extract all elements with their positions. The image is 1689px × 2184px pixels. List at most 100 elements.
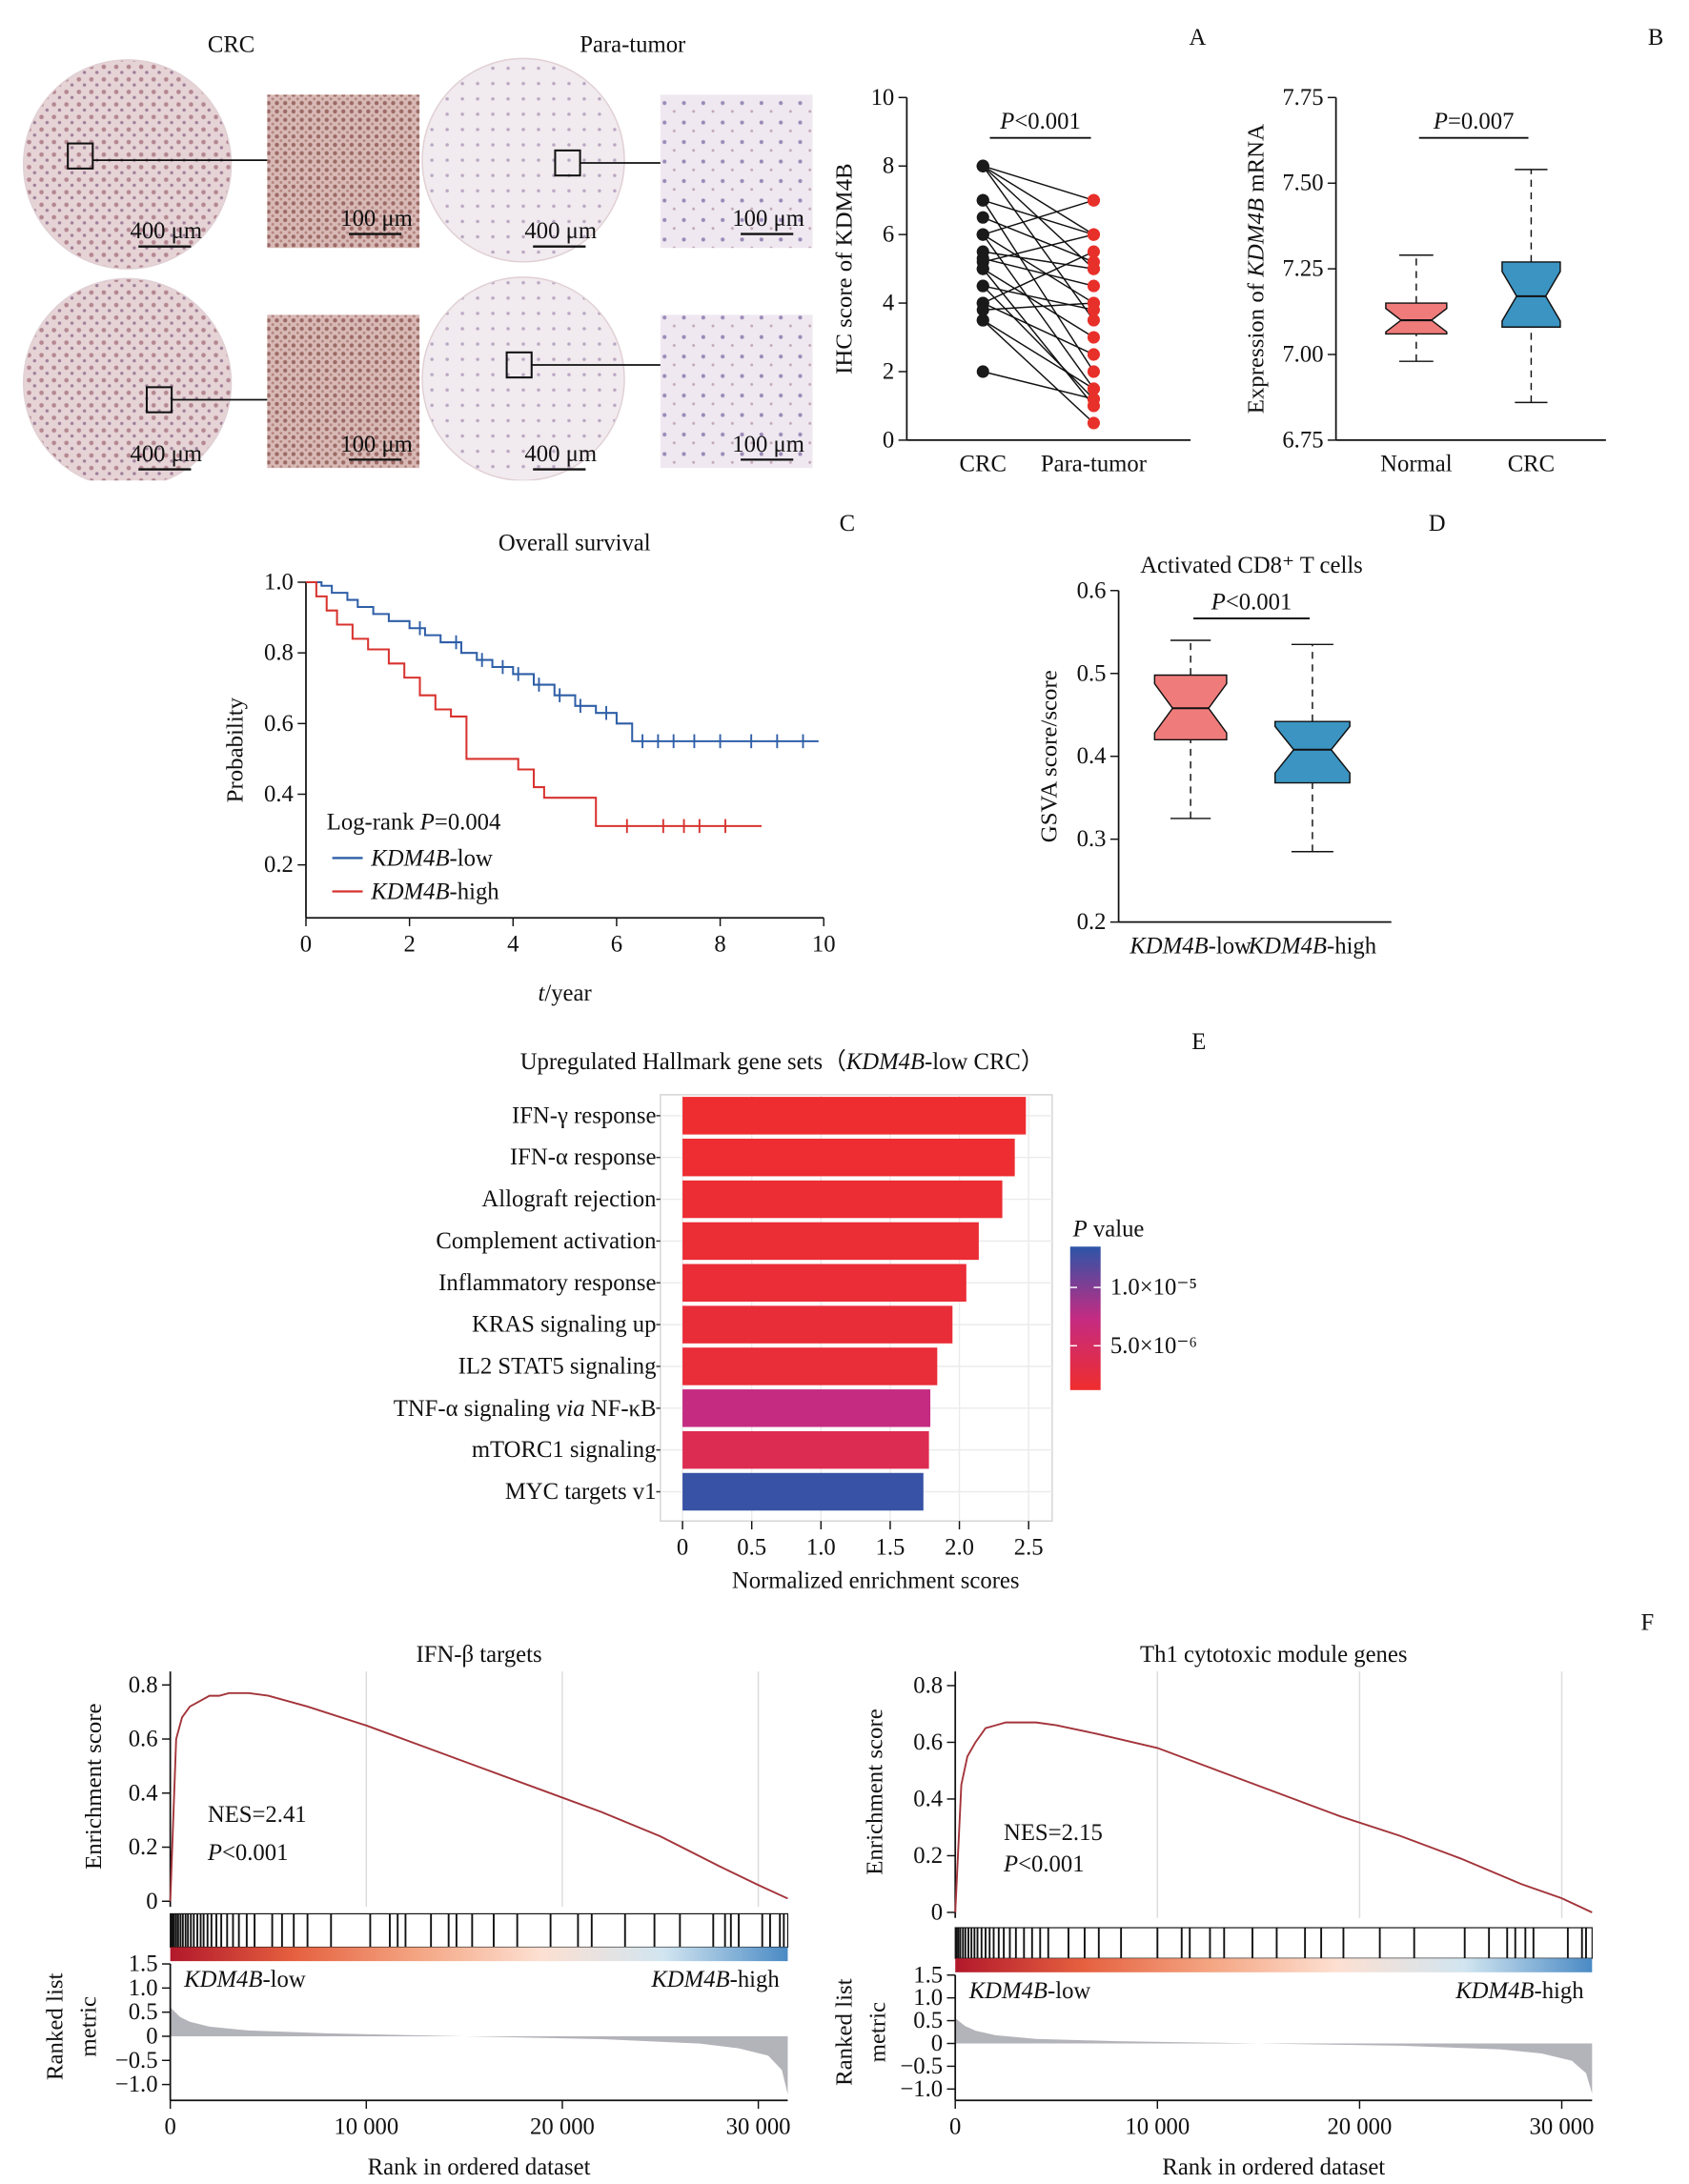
pair-line bbox=[983, 285, 1094, 311]
x-tick-label: CRC bbox=[960, 451, 1007, 476]
rank-low-label-part: KDM4B bbox=[968, 1977, 1048, 2003]
tissue-zoom bbox=[267, 314, 420, 469]
significance-label: P=0.007 bbox=[1433, 109, 1515, 134]
pair-line bbox=[982, 268, 1095, 407]
rank-low-label-part: -low bbox=[1048, 1977, 1090, 2003]
pair-line bbox=[982, 216, 1094, 263]
annotation-part: P bbox=[207, 1840, 222, 1866]
zoom-box bbox=[67, 142, 94, 170]
histology-column-title: CRC bbox=[208, 31, 254, 57]
panel-label: E bbox=[1191, 1029, 1206, 1055]
y-tick-label: 4 bbox=[883, 291, 894, 316]
pair-point bbox=[1087, 279, 1100, 293]
y-axis-label-part: mRNA bbox=[1243, 124, 1269, 198]
significance-label-part: <0.001 bbox=[1226, 589, 1292, 615]
pair-point bbox=[976, 193, 989, 207]
y-tick-label: −1.0 bbox=[900, 2076, 943, 2102]
annotation-part: P bbox=[419, 809, 435, 835]
y-tick-label: 0.8 bbox=[264, 640, 294, 666]
pair-line bbox=[983, 199, 1094, 235]
chart-title: IFN-β targets bbox=[417, 1642, 542, 1668]
scale-bar-label: 100 μm bbox=[732, 206, 804, 232]
x-tick-label: 30 000 bbox=[1530, 2114, 1595, 2140]
bar bbox=[682, 1389, 931, 1427]
tissue-zoom bbox=[660, 94, 813, 249]
y-tick-label: 0.5 bbox=[1077, 660, 1107, 686]
y-tick-label: 6.75 bbox=[1282, 427, 1323, 453]
rank-high-label-part: -high bbox=[730, 1967, 781, 1992]
pair-line bbox=[982, 302, 1094, 355]
panel-label: C bbox=[840, 511, 855, 536]
histology bbox=[22, 57, 813, 481]
x-tick-label: Para-tumor bbox=[1041, 451, 1148, 476]
pair-line bbox=[983, 302, 1094, 311]
x-axis-label-part: /year bbox=[544, 981, 592, 1006]
x-tick-label: 20 000 bbox=[530, 2114, 595, 2140]
x-tick-label: 10 000 bbox=[334, 2114, 398, 2140]
rank-high-label: KDM4B-high bbox=[650, 1967, 780, 1992]
bar bbox=[682, 1305, 953, 1344]
pair-line bbox=[982, 319, 1094, 390]
x-tick-label: 10 000 bbox=[1125, 2114, 1190, 2140]
x-tick-label: 0 bbox=[677, 1534, 688, 1560]
category-label-part: TNF-α signaling bbox=[394, 1395, 557, 1421]
ranked-metric-area bbox=[170, 2007, 788, 2094]
significance-label-part: =0.007 bbox=[1448, 109, 1514, 134]
y-tick-label: 0.6 bbox=[913, 1729, 943, 1755]
pair-point bbox=[976, 365, 989, 378]
pair-point bbox=[976, 303, 989, 316]
panel-label: B bbox=[1648, 25, 1663, 51]
y-tick-label: 0.2 bbox=[913, 1843, 943, 1869]
x-tick-label-part: KDM4B bbox=[1129, 933, 1208, 959]
y-tick-label: 10 bbox=[871, 85, 895, 111]
hit-frame bbox=[170, 1912, 789, 1949]
y-tick-label: 0.4 bbox=[129, 1780, 158, 1806]
category-label-part: via bbox=[556, 1395, 584, 1421]
pair-line bbox=[982, 319, 1094, 424]
y-tick-label: 0.8 bbox=[129, 1672, 158, 1698]
annotation: P<0.001 bbox=[1003, 1850, 1085, 1876]
pair-point bbox=[1087, 245, 1100, 258]
bar bbox=[682, 1430, 929, 1469]
panel-label: A bbox=[1189, 25, 1206, 51]
y-tick-label: 1.0 bbox=[129, 1975, 158, 2001]
pair-point bbox=[1087, 393, 1100, 406]
x-axis-label: Rank in ordered dataset bbox=[1162, 2154, 1385, 2180]
rank-low-label: KDM4B-low bbox=[968, 1977, 1091, 2003]
y-axis-label: metric bbox=[76, 1996, 102, 2056]
x-axis-label-part: t bbox=[538, 981, 545, 1006]
x-tick-label: 4 bbox=[507, 932, 519, 958]
y-tick-label: 0 bbox=[931, 2031, 943, 2056]
x-tick-label: 2.0 bbox=[945, 1534, 974, 1560]
x-tick-label: 10 bbox=[812, 932, 836, 958]
x-tick-label-part: KDM4B bbox=[1248, 933, 1327, 959]
y-tick-label: 0.4 bbox=[264, 781, 294, 807]
x-tick-label-part: -high bbox=[1327, 933, 1377, 959]
box bbox=[1501, 261, 1561, 328]
panel-label: F bbox=[1641, 1609, 1655, 1635]
annotation-part: Log-rank bbox=[327, 809, 420, 835]
significance-label-part: P bbox=[999, 109, 1014, 134]
x-axis-label: Normalized enrichment scores bbox=[732, 1568, 1020, 1594]
legend-label: KDM4B-high bbox=[370, 879, 499, 904]
y-axis-label: metric bbox=[865, 2002, 890, 2062]
y-tick-label: 0.5 bbox=[129, 1999, 158, 2025]
y-axis-label: IHC score of KDM4B bbox=[832, 163, 858, 374]
y-tick-label: 0.4 bbox=[1077, 743, 1107, 769]
y-axis-label: Enrichment score bbox=[862, 1709, 887, 1875]
y-tick-label: 1.5 bbox=[913, 1962, 943, 1988]
bar bbox=[682, 1138, 1015, 1177]
x-tick-label: KDM4B-high bbox=[1248, 933, 1377, 959]
y-axis-label-part: KDM4B bbox=[1243, 198, 1269, 278]
pair-line bbox=[982, 233, 1095, 390]
tissue-core bbox=[22, 59, 233, 270]
significance-label-part: <0.001 bbox=[1014, 109, 1080, 134]
x-tick-label: 2.5 bbox=[1014, 1534, 1044, 1560]
x-axis-label: Rank in ordered dataset bbox=[368, 2154, 591, 2180]
significance-label-part: P bbox=[1211, 589, 1226, 615]
y-tick-label: 0.2 bbox=[1077, 909, 1107, 935]
pair-point bbox=[1087, 228, 1100, 241]
category-label: IFN-γ response bbox=[512, 1102, 656, 1128]
y-tick-label: 0.2 bbox=[264, 852, 294, 878]
